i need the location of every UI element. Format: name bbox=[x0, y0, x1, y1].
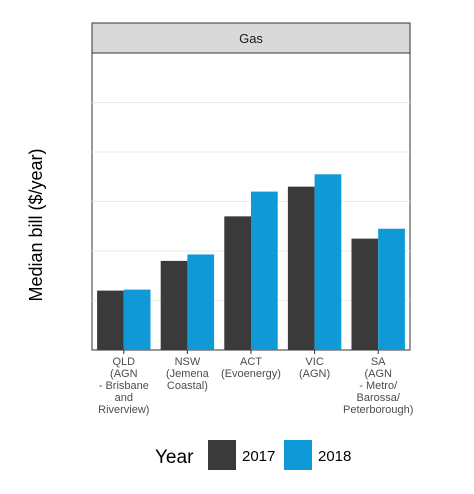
bar-2017-3 bbox=[287, 186, 315, 350]
x-tick-label: QLD (AGN - Brisbane and Riverview) bbox=[98, 356, 149, 416]
bar-2018-1 bbox=[187, 254, 215, 350]
x-tick-label: ACT (Evoenergy) bbox=[221, 356, 281, 380]
bar-2017-2 bbox=[224, 216, 251, 350]
facet-strip bbox=[91, 22, 411, 54]
legend-title: Year bbox=[155, 447, 194, 468]
x-tick-label: SA (AGN - Metro/Barossa/Peterborough) bbox=[343, 356, 413, 416]
x-tick-label: NSW (Jemena Coastal) bbox=[166, 356, 210, 392]
legend-swatch-2017 bbox=[208, 440, 236, 470]
bars bbox=[97, 174, 405, 350]
bar-2017-4 bbox=[351, 238, 379, 350]
legend-swatch-2018 bbox=[284, 440, 312, 470]
bar-2018-4 bbox=[378, 228, 405, 350]
bar-2018-0 bbox=[123, 289, 151, 350]
bar-2018-3 bbox=[314, 174, 342, 350]
bar-2017-1 bbox=[160, 260, 188, 350]
x-axis-ticks: QLD (AGN - Brisbane and Riverview) NSW (Jemena… bbox=[98, 350, 413, 416]
legend: Year 2017 2018 bbox=[155, 440, 351, 470]
bar-2017-0 bbox=[97, 290, 124, 350]
legend-label-2018: 2018 bbox=[318, 448, 351, 465]
legend-label-2017: 2017 bbox=[242, 448, 275, 465]
facet-label: Gas bbox=[239, 31, 263, 46]
bar-2018-2 bbox=[251, 191, 278, 350]
y-axis-label: Median bill ($/year) bbox=[26, 148, 46, 301]
x-tick-label: VIC (AGN) bbox=[299, 356, 330, 380]
